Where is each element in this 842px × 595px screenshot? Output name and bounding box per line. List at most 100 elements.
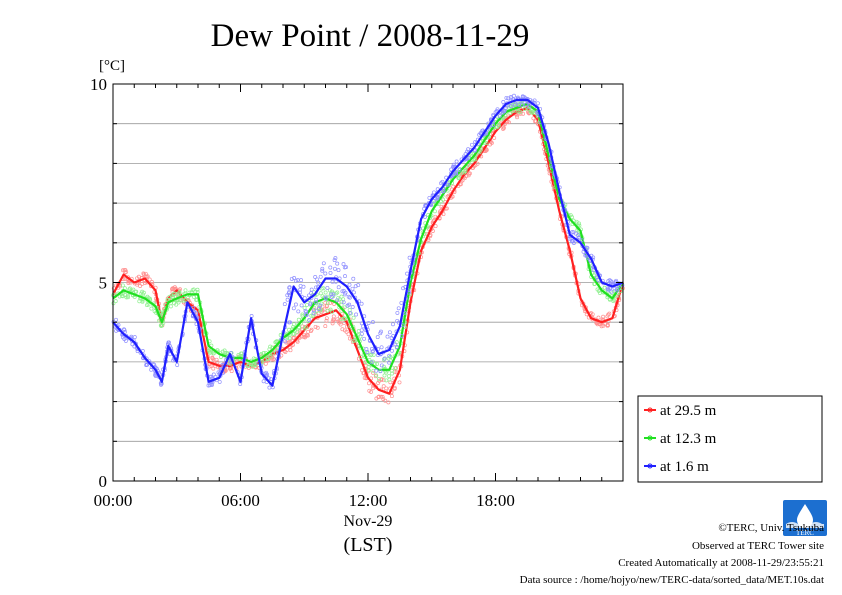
x-tick-label: 12:00 [349, 491, 388, 510]
data-point [374, 396, 379, 401]
data-point [309, 329, 313, 333]
data-point [579, 238, 584, 243]
legend-marker [647, 463, 653, 469]
data-point [318, 291, 323, 296]
data-point [432, 190, 436, 195]
data-point [329, 292, 334, 297]
data-point [381, 397, 386, 402]
series-2 [111, 93, 625, 390]
data-point [209, 374, 214, 379]
data-point [370, 320, 375, 325]
data-point [330, 319, 335, 324]
data-point [451, 162, 456, 167]
series-line [112, 102, 624, 371]
data-point [529, 108, 534, 113]
data-point [531, 116, 536, 121]
data-point [381, 378, 386, 383]
data-point [367, 381, 371, 386]
data-point [171, 292, 176, 296]
logo-text: TERC [796, 529, 814, 537]
legend: at 29.5 m at 12.3 m at 1.6 m [637, 395, 823, 483]
data-point [223, 368, 228, 373]
x-tick-label: 00:00 [94, 491, 133, 510]
data-point [394, 345, 399, 349]
data-point [362, 336, 367, 341]
data-point [362, 375, 367, 380]
data-point [606, 312, 611, 317]
data-point [470, 151, 475, 156]
data-point [441, 197, 445, 202]
data-point [195, 287, 200, 292]
gridlines [113, 123, 623, 442]
data-point [323, 324, 328, 329]
y-tick-label: 10 [90, 75, 107, 94]
data-point [345, 303, 350, 308]
data-point [440, 179, 445, 184]
data-point [333, 279, 338, 284]
data-point [282, 302, 287, 307]
data-point [316, 302, 321, 307]
data-point [596, 315, 601, 320]
data-point [323, 271, 328, 276]
data-point [366, 321, 371, 326]
data-point [348, 310, 353, 315]
terc-logo: TERC [783, 500, 827, 537]
data-point [359, 328, 364, 333]
data-point [114, 317, 118, 322]
data-point [287, 336, 292, 341]
data-point [304, 309, 309, 314]
data-point [506, 96, 511, 101]
data-point [303, 309, 308, 313]
data-point [170, 286, 175, 291]
data-point [359, 354, 363, 359]
data-point [300, 312, 305, 317]
data-point [295, 339, 300, 344]
data-point [522, 107, 527, 111]
data-point [149, 306, 154, 311]
data-point [239, 351, 244, 356]
data-point [606, 323, 610, 328]
data-point [570, 238, 574, 243]
data-point [466, 173, 471, 178]
data-point [328, 270, 333, 275]
data-point [382, 373, 387, 378]
data-point [224, 350, 229, 355]
data-point [462, 170, 467, 175]
data-point [577, 223, 582, 228]
data-point [389, 336, 394, 340]
data-point [389, 394, 394, 399]
data-point [427, 195, 432, 200]
data-point [305, 302, 309, 307]
data-point [313, 300, 318, 305]
data-point [191, 287, 196, 292]
data-point [217, 379, 222, 384]
data-point [359, 301, 364, 306]
data-point [396, 306, 401, 311]
data-point [332, 258, 337, 263]
data-point [126, 295, 130, 300]
data-point [379, 363, 384, 368]
data-point [400, 333, 405, 338]
data-point [138, 284, 143, 288]
data-point [517, 102, 522, 107]
data-point [159, 324, 164, 328]
data-point [314, 297, 319, 302]
data-point [207, 349, 212, 354]
data-point [315, 325, 320, 330]
data-point [305, 333, 310, 338]
data-point [379, 394, 384, 399]
data-point [168, 304, 173, 309]
data-point [266, 376, 271, 381]
data-point [524, 102, 529, 107]
data-point [299, 278, 304, 283]
data-point [132, 335, 137, 340]
data-point [350, 305, 355, 309]
data-point [341, 262, 346, 267]
data-point [342, 265, 347, 270]
legend-box [637, 395, 823, 483]
data-point [386, 400, 391, 405]
data-point [382, 356, 387, 361]
data-point [399, 300, 404, 305]
data-point [119, 293, 124, 298]
data-point [356, 283, 361, 288]
